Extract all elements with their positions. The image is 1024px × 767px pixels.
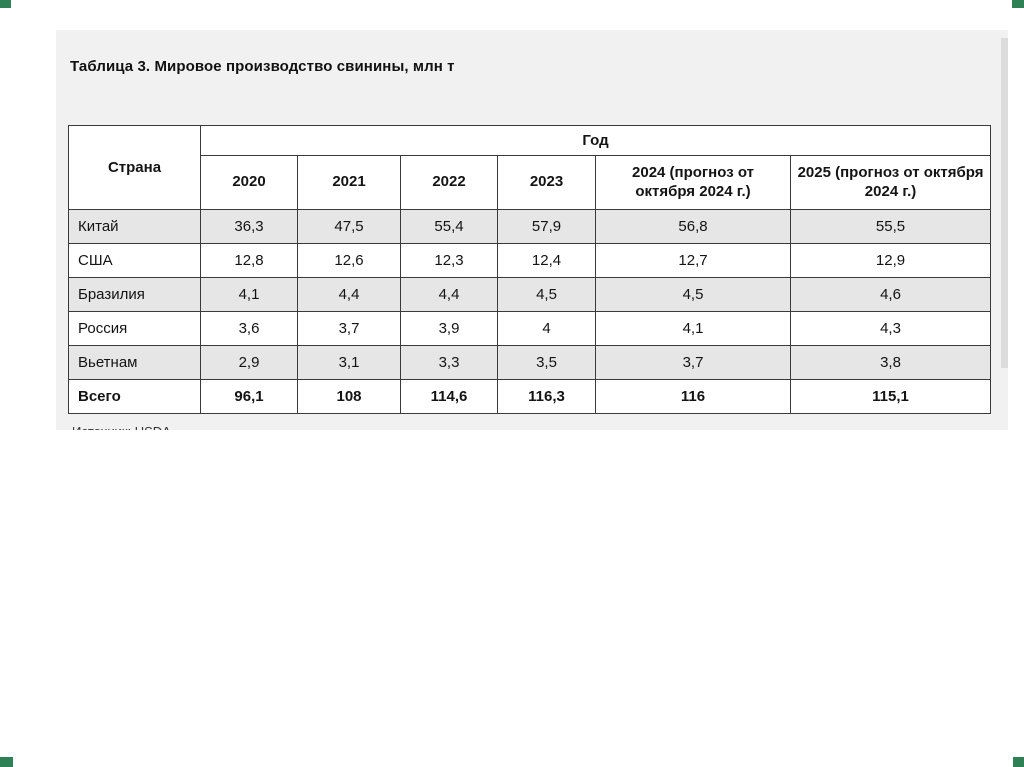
value-cell: 56,8 (595, 209, 791, 244)
value-cell: 12,4 (497, 243, 596, 278)
column-header-2021: 2021 (297, 155, 401, 210)
header-row-group: Страна Год (68, 125, 992, 210)
column-header-country: Страна (68, 125, 201, 210)
country-cell: Вьетнам (68, 345, 201, 380)
value-cell: 4,4 (400, 277, 498, 312)
value-cell: 4,5 (595, 277, 791, 312)
value-cell: 55,4 (400, 209, 498, 244)
value-cell: 4,1 (200, 277, 298, 312)
value-cell: 4 (497, 311, 596, 346)
header-row-years: 2020 2021 2022 2023 2024 (прогноз от окт… (69, 155, 992, 210)
source-note: Источник: USDA (72, 424, 171, 430)
table-row: Бразилия 4,1 4,4 4,4 4,5 4,5 4,6 (68, 277, 992, 312)
corner-accent-bottom-left (0, 757, 13, 767)
value-cell: 114,6 (400, 379, 498, 414)
column-header-2024-forecast: 2024 (прогноз от октября 2024 г.) (595, 155, 791, 210)
value-cell: 55,5 (789, 209, 992, 244)
value-cell: 12,3 (400, 243, 498, 278)
value-cell: 3,5 (497, 345, 596, 380)
pork-production-table: Страна Год 2020 2021 2022 2023 2024 (про… (68, 125, 992, 414)
content-panel: Таблица 3. Мировое производство свинины,… (56, 30, 1008, 430)
value-cell: 3,7 (595, 345, 791, 380)
value-cell: 3,1 (297, 345, 401, 380)
column-header-2020: 2020 (200, 155, 298, 210)
value-cell: 4,6 (789, 277, 992, 312)
value-cell: 57,9 (497, 209, 596, 244)
table-row: Россия 3,6 3,7 3,9 4 4,1 4,3 (68, 311, 992, 346)
value-cell: 3,9 (400, 311, 498, 346)
value-cell: 12,6 (297, 243, 401, 278)
column-group-header-year: Год (199, 125, 992, 156)
value-cell: 4,4 (297, 277, 401, 312)
value-cell: 4,5 (497, 277, 596, 312)
corner-accent-bottom-right (1013, 757, 1024, 767)
corner-accent-top-right (1012, 0, 1024, 8)
value-cell: 116,3 (497, 379, 596, 414)
value-cell: 2,9 (200, 345, 298, 380)
country-cell: Бразилия (68, 277, 201, 312)
table-row-total: Всего 96,1 108 114,6 116,3 116 115,1 (68, 379, 992, 414)
country-cell: Китай (68, 209, 201, 244)
value-cell: 96,1 (200, 379, 298, 414)
column-header-2023: 2023 (497, 155, 596, 210)
table-row: Китай 36,3 47,5 55,4 57,9 56,8 55,5 (68, 209, 992, 244)
column-header-2025-forecast: 2025 (прогноз от октября 2024 г.) (789, 155, 992, 210)
country-cell: США (68, 243, 201, 278)
value-cell: 3,7 (297, 311, 401, 346)
value-cell: 12,7 (595, 243, 791, 278)
table-row: Вьетнам 2,9 3,1 3,3 3,5 3,7 3,8 (68, 345, 992, 380)
value-cell: 3,6 (200, 311, 298, 346)
column-header-2022: 2022 (400, 155, 498, 210)
value-cell: 47,5 (297, 209, 401, 244)
value-cell: 108 (297, 379, 401, 414)
corner-accent-top-left (0, 0, 11, 8)
country-cell: Россия (68, 311, 201, 346)
value-cell: 12,8 (200, 243, 298, 278)
table-row: США 12,8 12,6 12,3 12,4 12,7 12,9 (68, 243, 992, 278)
value-cell: 4,1 (595, 311, 791, 346)
value-cell: 115,1 (789, 379, 992, 414)
value-cell: 4,3 (789, 311, 992, 346)
country-cell: Всего (68, 379, 201, 414)
table-title: Таблица 3. Мировое производство свинины,… (70, 58, 455, 75)
value-cell: 36,3 (200, 209, 298, 244)
value-cell: 3,8 (789, 345, 992, 380)
value-cell: 3,3 (400, 345, 498, 380)
value-cell: 12,9 (789, 243, 992, 278)
value-cell: 116 (595, 379, 791, 414)
